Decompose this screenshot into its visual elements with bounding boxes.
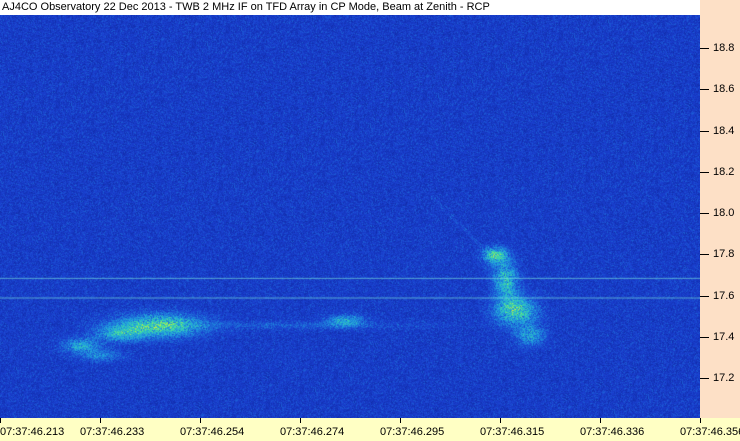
y-tick (700, 213, 709, 214)
y-tick-label: 18.4 (713, 124, 735, 137)
x-tick-label: 07:37:46.315 (480, 426, 545, 438)
x-tick-label: 07:37:46.213 (0, 426, 65, 438)
x-tick-label: 07:37:46.254 (180, 426, 245, 438)
y-tick (700, 48, 709, 49)
y-tick (700, 171, 709, 173)
y-tick (700, 254, 709, 256)
x-tick (500, 418, 501, 423)
y-tick (700, 130, 709, 132)
spectrogram-plot (0, 15, 700, 418)
x-tick-label: 07:37:46.356 (680, 426, 740, 438)
x-tick (100, 418, 101, 423)
y-axis-frequency: 18.8 18.6 18.4 18.2 18.0 17.8 17.6 17.4 17.2 (700, 0, 740, 418)
y-tick-label: 18.8 (713, 42, 735, 54)
x-tick (200, 418, 201, 423)
y-tick-label: 18.0 (713, 207, 735, 219)
x-tick-label: 07:37:46.336 (580, 426, 645, 438)
y-tick-label: 17.8 (713, 248, 735, 261)
x-tick-label: 07:37:46.233 (80, 426, 145, 438)
x-axis-time: 07:37:46.213 07:37:46.233 07:37:46.254 07:3… (0, 418, 740, 441)
x-tick (0, 418, 1, 423)
y-tick (700, 89, 709, 91)
y-tick (700, 336, 709, 338)
y-tick-label: 17.2 (713, 372, 735, 384)
x-tick (400, 418, 401, 423)
y-tick-label: 17.6 (713, 289, 735, 302)
chart-title: AJ4CO Observatory 22 Dec 2013 - TWB 2 MH… (2, 1, 490, 13)
x-tick-label: 07:37:46.274 (280, 426, 345, 438)
y-tick-label: 18.6 (713, 83, 735, 96)
x-tick (600, 418, 601, 423)
x-tick (300, 418, 301, 423)
y-tick-label: 17.4 (713, 330, 735, 343)
y-tick-label: 18.2 (713, 165, 735, 178)
x-tick-label: 07:37:46.295 (380, 426, 445, 438)
spectrogram-canvas (0, 15, 700, 418)
x-tick (700, 418, 701, 423)
y-tick (700, 378, 709, 379)
y-tick (700, 295, 709, 297)
